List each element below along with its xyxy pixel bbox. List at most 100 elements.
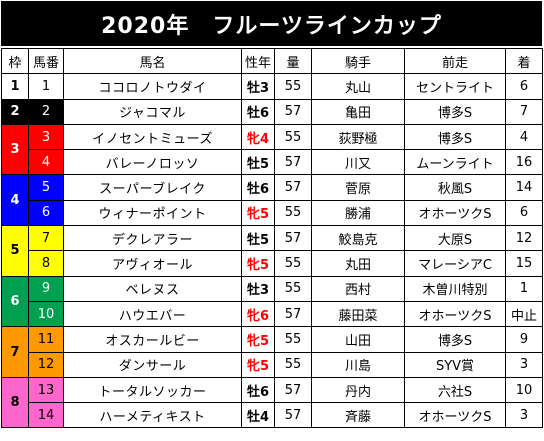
table-row: 3 3 イノセントミューズ 牝4 55 荻野極 博多S 4 xyxy=(1,123,543,176)
carried-weight: 57 xyxy=(274,174,312,201)
horse-name: トータルソッカー xyxy=(63,376,242,404)
sex-age: 牝5 xyxy=(241,351,275,378)
carried-weight: 55 xyxy=(274,123,312,151)
horse-name: ベレヌス xyxy=(63,275,242,302)
previous-race: オホーツクS xyxy=(404,300,506,328)
horse-number: 13 xyxy=(28,376,64,404)
horse-number: 14 xyxy=(28,402,64,429)
previous-race: 木曽川特別 xyxy=(404,275,506,302)
previous-race: オホーツクS xyxy=(404,199,506,227)
table-row: 1 1 ココロノトウダイ 牡3 55 丸山 セントライト 6 xyxy=(1,73,543,100)
jockey-name: 藤田菜 xyxy=(311,300,405,328)
header-umaban: 馬番 xyxy=(28,47,64,75)
horse-number: 2 xyxy=(28,98,64,125)
previous-race: オホーツクS xyxy=(404,402,506,429)
sex-age: 牝5 xyxy=(241,326,275,353)
previous-finish: 10 xyxy=(505,376,543,404)
table-row: 10 ハウエバー 牝6 57 藤田菜 オホーツクS 中止 xyxy=(2,300,543,328)
carried-weight: 57 xyxy=(274,376,312,404)
jockey-name: 山田 xyxy=(311,326,405,353)
horse-number: 5 xyxy=(28,174,64,201)
previous-finish: 3 xyxy=(505,402,543,429)
horse-name: アヴィオール xyxy=(63,250,242,277)
horse-number: 3 xyxy=(28,123,64,151)
table-row: 7 11 オスカールビー 牝5 55 山田 博多S 9 xyxy=(1,326,543,378)
jockey-name: 西村 xyxy=(311,275,405,302)
previous-finish: 6 xyxy=(505,199,543,227)
horse-name: ハーメティキスト xyxy=(63,402,242,429)
table-row: 6 9 ベレヌス 牡3 55 西村 木曽川特別 1 xyxy=(1,275,543,328)
carried-weight: 57 xyxy=(274,149,312,176)
jockey-name: 荻野極 xyxy=(311,123,405,151)
table-row: 12 ダンサール 牝5 55 川島 SYV賞 3 xyxy=(2,351,543,378)
horse-number: 7 xyxy=(28,225,64,252)
carried-weight: 55 xyxy=(274,73,312,100)
sex-age: 牡4 xyxy=(241,402,275,429)
carried-weight: 55 xyxy=(274,275,312,302)
table-row: 8 13 トータルソッカー 牡6 57 丹内 六社S 10 xyxy=(1,376,543,429)
frame-number: 5 xyxy=(1,225,29,277)
previous-race: ムーンライト xyxy=(404,149,506,176)
carried-weight: 57 xyxy=(274,300,312,328)
jockey-name: 丹内 xyxy=(311,376,405,404)
previous-race: セントライト xyxy=(404,73,506,100)
entry-table: 枠 馬番 馬名 性年 量 騎手 前走 着 1 1 ココロノトウダイ 牡3 55 丸山 セント… xyxy=(1,47,543,429)
table-row: 6 ウィナーポイント 牝5 55 勝浦 オホーツクS 6 xyxy=(2,199,543,227)
jockey-name: 川島 xyxy=(311,351,405,378)
jockey-name: 亀田 xyxy=(311,98,405,125)
horse-name: イノセントミューズ xyxy=(63,123,242,151)
sex-age: 牡5 xyxy=(241,225,275,252)
table-row: 14 ハーメティキスト 牡4 57 斉藤 オホーツクS 3 xyxy=(2,402,543,429)
horse-number: 9 xyxy=(28,275,64,302)
horse-name: バレーノロッソ xyxy=(63,149,242,176)
jockey-name: 鮫島克 xyxy=(311,225,405,252)
previous-race: 博多S xyxy=(404,98,506,125)
previous-race: 秋風S xyxy=(404,174,506,201)
horse-name: スーパーブレイク xyxy=(63,174,242,201)
frame-number: 1 xyxy=(1,73,29,100)
frame-number: 2 xyxy=(1,98,29,125)
table-row: 2 2 ジャコマル 牡6 57 亀田 博多S 7 xyxy=(1,98,543,125)
jockey-name: 勝浦 xyxy=(311,199,405,227)
previous-finish: 16 xyxy=(505,149,543,176)
sex-age: 牝5 xyxy=(241,250,275,277)
previous-finish: 中止 xyxy=(505,300,543,328)
header-horse-name: 馬名 xyxy=(63,47,242,75)
frame-number: 6 xyxy=(1,275,29,328)
race-title: 2020年 フルーツラインカップ xyxy=(1,1,542,46)
frame-number: 4 xyxy=(1,174,29,227)
horse-name: ウィナーポイント xyxy=(63,199,242,227)
previous-finish: 15 xyxy=(505,250,543,277)
carried-weight: 55 xyxy=(274,351,312,378)
previous-race: 六社S xyxy=(404,376,506,404)
carried-weight: 55 xyxy=(274,326,312,353)
horse-number: 12 xyxy=(28,351,64,378)
jockey-name: 丸田 xyxy=(311,250,405,277)
previous-finish: 7 xyxy=(505,98,543,125)
carried-weight: 57 xyxy=(274,98,312,125)
previous-finish: 1 xyxy=(505,275,543,302)
jockey-name: 川又 xyxy=(311,149,405,176)
table-row: 4 5 スーパーブレイク 牡6 57 菅原 秋風S 14 xyxy=(1,174,543,227)
horse-name: ジャコマル xyxy=(63,98,242,125)
previous-race: 博多S xyxy=(404,123,506,151)
previous-finish: 14 xyxy=(505,174,543,201)
table-row: 8 アヴィオール 牝5 55 丸田 マレーシアC 15 xyxy=(2,250,543,277)
horse-name: ココロノトウダイ xyxy=(63,73,242,100)
table-row: 4 バレーノロッソ 牡5 57 川又 ムーンライト 16 xyxy=(2,149,543,176)
horse-name: ハウエバー xyxy=(63,300,242,328)
sex-age: 牝6 xyxy=(241,300,275,328)
horse-number: 4 xyxy=(28,149,64,176)
previous-finish: 12 xyxy=(505,225,543,252)
horse-name: オスカールビー xyxy=(63,326,242,353)
sex-age: 牡6 xyxy=(241,376,275,404)
jockey-name: 丸山 xyxy=(311,73,405,100)
header-previous-race: 前走 xyxy=(404,47,506,75)
header-finish: 着 xyxy=(505,47,543,75)
sex-age: 牡3 xyxy=(241,73,275,100)
carried-weight: 57 xyxy=(274,402,312,429)
sex-age: 牡6 xyxy=(241,174,275,201)
previous-race: 大原S xyxy=(404,225,506,252)
sex-age: 牝5 xyxy=(241,199,275,227)
